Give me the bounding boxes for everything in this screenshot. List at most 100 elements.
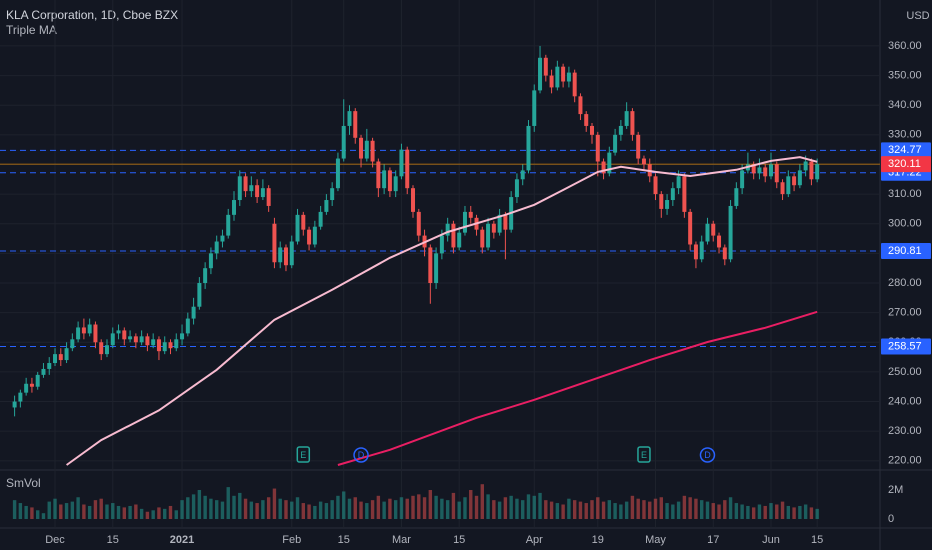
volume-bar xyxy=(532,495,536,519)
volume-bar xyxy=(457,501,461,519)
volume-bar xyxy=(411,495,415,519)
candle-body xyxy=(324,200,329,212)
volume-bar xyxy=(705,501,710,519)
volume-bar xyxy=(272,488,277,519)
volume-bar xyxy=(544,500,548,519)
volume-bar xyxy=(780,501,785,519)
volume-tick-label: 2M xyxy=(888,484,903,496)
candle-body xyxy=(549,75,554,88)
level-label: 290.81 xyxy=(888,245,922,257)
volume-bar xyxy=(619,504,623,519)
candle-body xyxy=(590,125,594,135)
volume-bar xyxy=(607,500,612,519)
candle-body xyxy=(272,223,277,263)
candle-body xyxy=(226,214,231,236)
volume-bar xyxy=(209,498,213,519)
price-pane xyxy=(0,45,880,466)
y-tick-label: 360.00 xyxy=(888,40,922,52)
candle-body xyxy=(526,125,531,171)
volume-bar xyxy=(428,490,433,519)
candle-body xyxy=(312,226,317,245)
event-marker xyxy=(637,446,651,463)
candle-body xyxy=(70,339,75,349)
volume-bar xyxy=(301,503,305,519)
volume-bar xyxy=(197,490,202,519)
candle-body xyxy=(133,336,138,343)
volume-bar xyxy=(353,497,357,519)
candle-body xyxy=(595,134,600,162)
candle-body xyxy=(486,223,491,248)
volume-bar xyxy=(255,503,259,519)
volume-bar xyxy=(515,498,519,519)
volume-bar xyxy=(596,497,600,519)
candle-body xyxy=(815,164,820,180)
volume-bar xyxy=(521,500,525,519)
candle-body xyxy=(457,232,462,248)
volume-bar xyxy=(526,494,531,519)
candle-body xyxy=(503,214,508,230)
event-label: D xyxy=(358,450,365,460)
volume-bar xyxy=(393,500,398,519)
volume-bar xyxy=(451,492,456,519)
volume-bar xyxy=(434,495,438,519)
candle-body xyxy=(497,214,502,233)
x-tick-label: 15 xyxy=(811,534,823,546)
candle-body xyxy=(35,374,40,387)
volume-title: SmVol xyxy=(6,476,41,490)
candle-body xyxy=(370,140,375,162)
volume-tick-label: 0 xyxy=(888,513,894,525)
volume-bar xyxy=(163,508,167,519)
volume-bar xyxy=(151,510,155,519)
candle-body xyxy=(757,167,762,174)
volume-bar xyxy=(122,507,127,519)
y-tick-label: 310.00 xyxy=(888,188,922,200)
volume-bar xyxy=(168,505,173,519)
level-label-box xyxy=(881,338,931,355)
candle-body xyxy=(295,214,300,242)
volume-bar xyxy=(30,507,34,519)
volume-bar xyxy=(307,504,311,519)
candle-body xyxy=(514,179,519,198)
candle-body xyxy=(803,161,808,171)
volume-bar xyxy=(486,494,490,519)
candle-body xyxy=(53,354,58,364)
y-tick-label: 240.00 xyxy=(888,395,922,407)
candle-body xyxy=(451,223,456,248)
candle-body xyxy=(197,283,202,307)
candle-body xyxy=(116,330,121,334)
candle-body xyxy=(162,342,167,352)
volume-bar xyxy=(728,497,733,519)
volume-bar xyxy=(24,505,28,519)
candle-body xyxy=(93,324,98,343)
x-tick-label: 15 xyxy=(338,534,350,546)
x-tick-label: 15 xyxy=(107,534,119,546)
candle-body xyxy=(128,336,133,340)
volume-bar xyxy=(601,501,606,519)
volume-bar xyxy=(243,498,248,519)
candle-body xyxy=(249,185,254,192)
volume-bar xyxy=(180,500,184,519)
candle-body xyxy=(307,229,312,245)
volume-bar xyxy=(648,501,652,519)
candle-body xyxy=(393,176,398,192)
volume-bar xyxy=(191,494,196,519)
candle-body xyxy=(255,185,260,198)
x-tick-label: Feb xyxy=(282,534,301,546)
candle-body xyxy=(151,339,156,346)
volume-bar xyxy=(480,484,484,519)
candle-body xyxy=(58,354,63,361)
candle-body xyxy=(774,164,779,183)
x-tick-label: 2021 xyxy=(170,534,194,546)
volume-bar xyxy=(463,497,467,519)
volume-bar xyxy=(769,503,773,519)
volume-bar xyxy=(665,503,669,519)
volume-bar xyxy=(578,501,583,519)
volume-bar xyxy=(111,503,115,519)
level-label-box xyxy=(881,242,931,259)
volume-bar xyxy=(503,497,508,519)
y-tick-label: 340.00 xyxy=(888,99,922,111)
volume-bar xyxy=(249,501,254,519)
candle-body xyxy=(624,111,629,126)
candle-body xyxy=(480,229,485,248)
candle-body xyxy=(260,188,265,198)
